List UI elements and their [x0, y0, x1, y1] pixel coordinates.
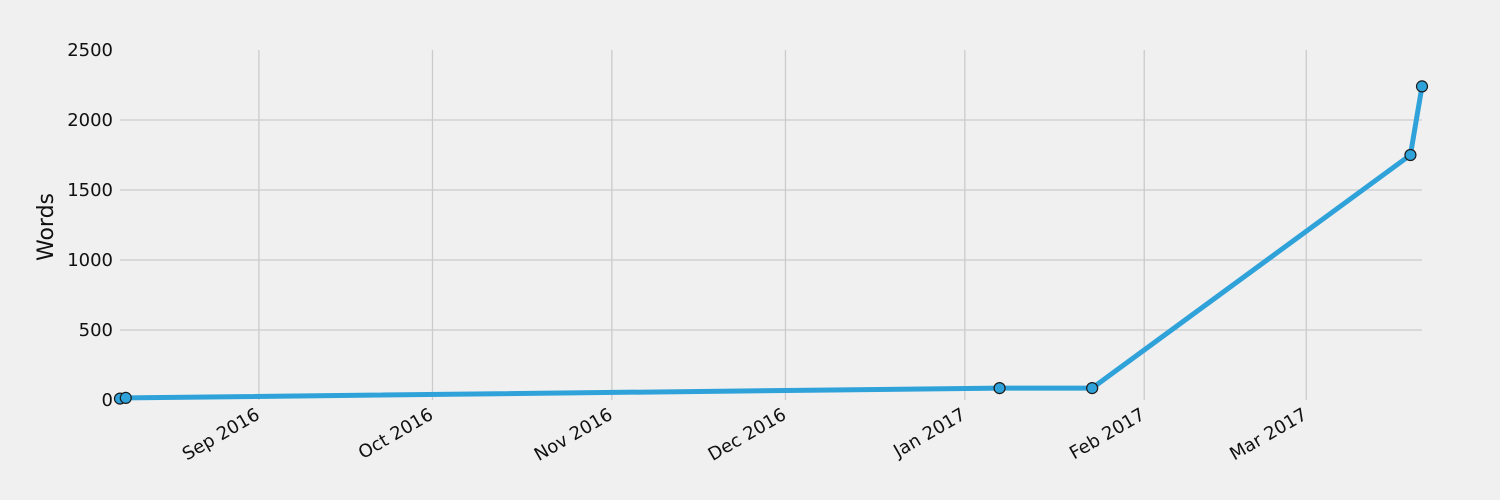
series-layer: [113, 80, 1429, 405]
x-tick-label: Feb 2017: [1066, 404, 1149, 464]
x-tick-label: Dec 2016: [705, 404, 790, 465]
grid-layer: [120, 50, 1422, 400]
data-point: [1404, 148, 1417, 162]
y-tick-labels: 0 500 1000 1500 2000 2500: [67, 40, 113, 411]
y-tick-label: 500: [79, 320, 113, 341]
x-tick-label: Nov 2016: [531, 404, 617, 466]
y-tick-label: 1500: [67, 180, 113, 201]
x-tick-label: Jan 2017: [889, 404, 969, 462]
data-point: [993, 382, 1006, 395]
data-point: [1086, 382, 1099, 395]
series-line: [117, 83, 1425, 402]
y-axis-title: Words: [34, 193, 59, 261]
x-tick-label: Oct 2016: [355, 404, 437, 464]
x-tick-label: Sep 2016: [179, 404, 264, 465]
y-tick-label: 2500: [67, 40, 113, 61]
x-tick-labels: Sep 2016 Oct 2016 Nov 2016 Dec 2016 Jan 2017…: [179, 404, 1311, 466]
x-tick-label: Mar 2017: [1226, 404, 1311, 465]
y-tick-label: 0: [102, 390, 113, 411]
data-point: [1415, 80, 1429, 93]
data-point: [119, 391, 132, 404]
y-tick-label: 2000: [67, 110, 113, 131]
y-tick-label: 1000: [67, 250, 113, 271]
